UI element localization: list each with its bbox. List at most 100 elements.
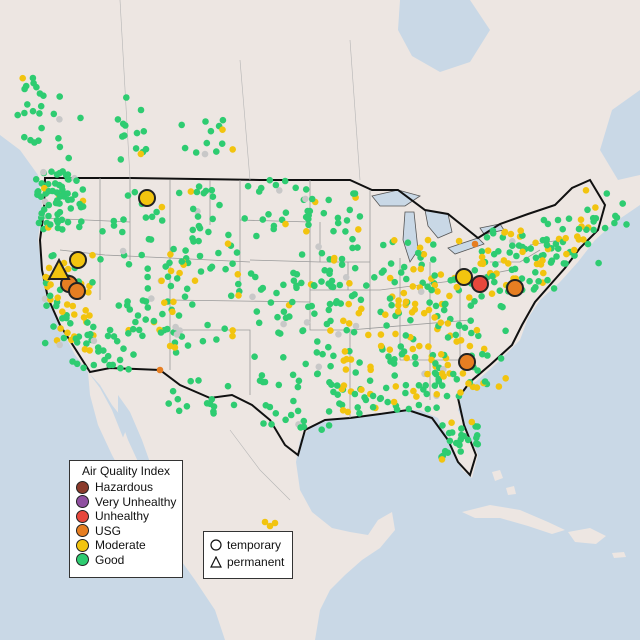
good-station <box>349 244 356 252</box>
good-station <box>387 260 395 267</box>
good-station <box>45 212 52 220</box>
land-cuba <box>462 505 565 534</box>
good-station <box>229 260 236 268</box>
good-station <box>506 249 513 256</box>
good-station <box>21 109 28 117</box>
legend-label: Very Unhealthy <box>95 494 177 509</box>
good-station <box>326 300 334 308</box>
moderate-station <box>580 236 587 243</box>
good-station <box>195 183 203 190</box>
good-station <box>333 382 341 389</box>
moderate-station <box>501 229 508 236</box>
moderate-station <box>448 419 455 427</box>
good-station <box>116 356 124 364</box>
moderate-station <box>465 380 472 387</box>
good-station <box>204 321 211 329</box>
good-station <box>473 434 480 442</box>
good-station <box>467 317 475 325</box>
good-station <box>282 416 289 424</box>
good-station <box>595 259 602 267</box>
good-station <box>310 282 318 289</box>
moderate-station <box>420 309 428 317</box>
good-station <box>509 242 516 249</box>
moderate-station <box>473 326 481 334</box>
good-station <box>165 400 172 407</box>
good-station <box>208 263 216 271</box>
moderate-station <box>367 363 374 371</box>
station-markers <box>14 74 630 530</box>
good-station <box>53 171 61 178</box>
good-station <box>58 183 66 190</box>
good-station <box>552 240 560 248</box>
good-station <box>59 315 66 322</box>
good-station <box>84 331 91 339</box>
good-station <box>338 255 346 263</box>
good-station <box>273 289 280 297</box>
good-station <box>172 349 180 356</box>
good-station <box>56 93 63 100</box>
good-station <box>453 439 460 447</box>
good-station <box>32 176 40 183</box>
good-station <box>371 274 378 281</box>
good-station <box>474 367 481 374</box>
good-station <box>333 298 341 305</box>
good-station <box>38 124 45 132</box>
good-station <box>90 361 98 369</box>
moderate-station <box>424 236 432 244</box>
good-station <box>95 348 102 355</box>
good-station <box>224 382 232 390</box>
good-station <box>308 195 316 203</box>
moderate-station <box>507 230 515 238</box>
good-station <box>313 349 321 356</box>
legend-label: Moderate <box>95 538 146 553</box>
moderate-station <box>57 325 64 332</box>
good-station <box>144 273 151 281</box>
good-station <box>40 92 47 99</box>
moderate-station <box>473 384 481 391</box>
moderate-station <box>539 257 546 264</box>
good-station <box>54 199 62 207</box>
good-station <box>189 301 196 308</box>
no-data-station <box>90 337 98 345</box>
moderate-station <box>577 216 585 223</box>
moderate-station <box>85 289 92 296</box>
good-station <box>612 212 619 220</box>
good-station <box>183 285 191 293</box>
good-station <box>45 201 53 209</box>
no-data-station <box>417 288 425 296</box>
good-station <box>440 306 448 314</box>
hudson-bay <box>398 0 490 72</box>
moderate-station <box>495 383 503 390</box>
good-station <box>287 411 295 419</box>
good-station <box>208 396 216 403</box>
moderate-station <box>570 246 578 254</box>
moderate-station <box>59 308 66 316</box>
good-station <box>169 387 177 395</box>
good-station <box>133 129 141 137</box>
good-station <box>338 261 346 269</box>
good-station <box>299 327 307 334</box>
good-station <box>125 330 132 337</box>
good-station <box>56 143 64 151</box>
good-station <box>183 403 191 410</box>
moderate-station <box>417 265 425 273</box>
good-station <box>90 323 97 331</box>
no-data-station <box>315 243 322 250</box>
good-station <box>266 403 274 411</box>
good-station <box>199 337 207 345</box>
good-station <box>489 227 497 234</box>
good-station <box>601 224 609 232</box>
good-station <box>193 188 201 196</box>
good-station <box>68 196 75 203</box>
good-station <box>195 377 202 384</box>
good-station <box>298 251 306 258</box>
good-station <box>571 252 578 259</box>
moderate-station <box>563 250 570 258</box>
good-station <box>73 360 81 368</box>
good-station <box>467 302 475 310</box>
good-station <box>351 264 359 272</box>
good-station <box>259 216 267 223</box>
moderate-swatch <box>76 538 89 552</box>
legend-label: USG <box>95 523 122 538</box>
